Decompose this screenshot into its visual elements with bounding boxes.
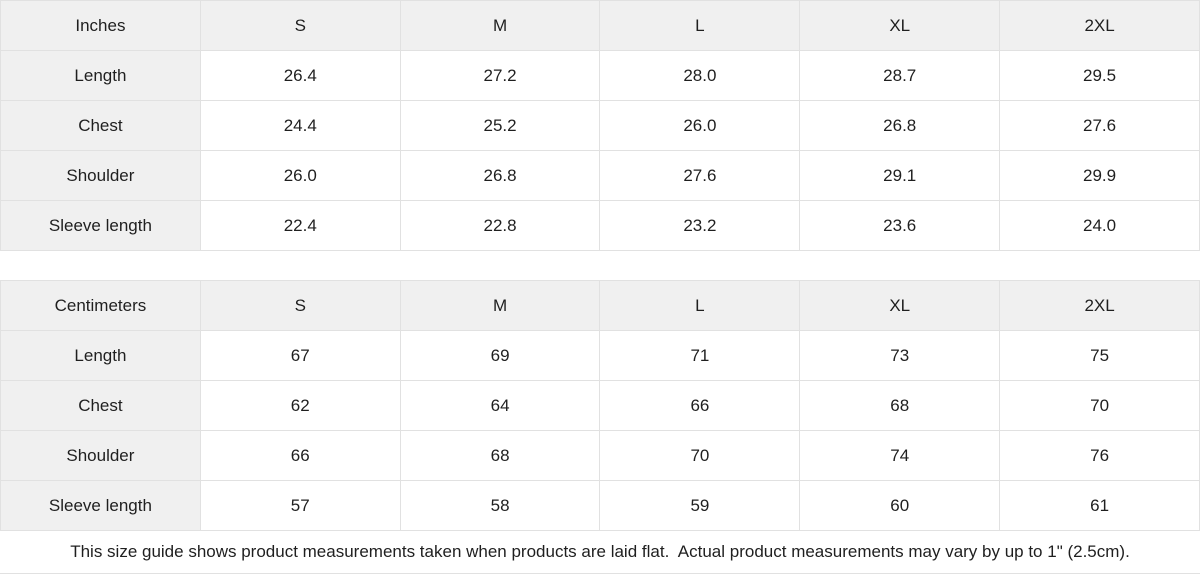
measurement-label-cell: Length — [0, 50, 201, 101]
measurement-value-cell: 60 — [799, 480, 1001, 531]
measurement-value-cell: 26.0 — [199, 150, 401, 201]
size-table-inches: Inches S M L XL 2XL Length 26.4 27.2 28.… — [0, 0, 1200, 251]
measurement-value-cell: 61 — [999, 480, 1200, 531]
size-guide-note: This size guide shows product measuremen… — [0, 531, 1200, 574]
measurement-value-cell: 71 — [599, 330, 801, 381]
size-header-cell-xl: XL — [799, 280, 1001, 331]
measurement-value-cell: 23.2 — [599, 200, 801, 251]
measurement-value-cell: 26.0 — [599, 100, 801, 151]
measurement-value-cell: 75 — [999, 330, 1200, 381]
size-header-cell-2xl: 2XL — [999, 280, 1200, 331]
measurement-value-cell: 24.0 — [999, 200, 1200, 251]
measurement-value-cell: 27.6 — [999, 100, 1200, 151]
measurement-value-cell: 69 — [399, 330, 601, 381]
measurement-label-cell: Sleeve length — [0, 480, 201, 531]
header-row-inches: Inches S M L XL 2XL — [0, 0, 1200, 51]
measurement-value-cell: 23.6 — [799, 200, 1001, 251]
table-row: Chest 24.4 25.2 26.0 26.8 27.6 — [0, 100, 1200, 151]
unit-header-cell: Inches — [0, 0, 201, 51]
measurement-label-cell: Shoulder — [0, 430, 201, 481]
measurement-label-cell: Shoulder — [0, 150, 201, 201]
measurement-value-cell: 28.7 — [799, 50, 1001, 101]
measurement-value-cell: 68 — [399, 430, 601, 481]
measurement-value-cell: 66 — [199, 430, 401, 481]
measurement-value-cell: 70 — [999, 380, 1200, 431]
measurement-value-cell: 74 — [799, 430, 1001, 481]
table-row: Sleeve length 57 58 59 60 61 — [0, 480, 1200, 531]
header-row-centimeters: Centimeters S M L XL 2XL — [0, 280, 1200, 331]
measurement-label-cell: Chest — [0, 100, 201, 151]
measurement-label-cell: Length — [0, 330, 201, 381]
measurement-value-cell: 73 — [799, 330, 1001, 381]
size-header-cell-xl: XL — [799, 0, 1001, 51]
size-table-centimeters: Centimeters S M L XL 2XL Length 67 69 71… — [0, 280, 1200, 531]
table-row: Sleeve length 22.4 22.8 23.2 23.6 24.0 — [0, 200, 1200, 251]
measurement-value-cell: 64 — [399, 380, 601, 431]
table-row: Length 67 69 71 73 75 — [0, 330, 1200, 381]
table-gap — [0, 251, 1200, 280]
measurement-value-cell: 26.8 — [399, 150, 601, 201]
size-header-cell-l: L — [599, 0, 801, 51]
measurement-value-cell: 66 — [599, 380, 801, 431]
measurement-value-cell: 27.6 — [599, 150, 801, 201]
measurement-value-cell: 22.8 — [399, 200, 601, 251]
measurement-value-cell: 22.4 — [199, 200, 401, 251]
measurement-value-cell: 58 — [399, 480, 601, 531]
measurement-value-cell: 24.4 — [199, 100, 401, 151]
size-header-cell-l: L — [599, 280, 801, 331]
table-row: Shoulder 26.0 26.8 27.6 29.1 29.9 — [0, 150, 1200, 201]
size-header-cell-m: M — [399, 280, 601, 331]
measurement-value-cell: 67 — [199, 330, 401, 381]
measurement-value-cell: 26.8 — [799, 100, 1001, 151]
measurement-value-cell: 70 — [599, 430, 801, 481]
table-row: Chest 62 64 66 68 70 — [0, 380, 1200, 431]
measurement-value-cell: 27.2 — [399, 50, 601, 101]
measurement-value-cell: 29.1 — [799, 150, 1001, 201]
measurement-label-cell: Chest — [0, 380, 201, 431]
table-row: Shoulder 66 68 70 74 76 — [0, 430, 1200, 481]
size-header-cell-m: M — [399, 0, 601, 51]
measurement-value-cell: 76 — [999, 430, 1200, 481]
size-header-cell-s: S — [199, 0, 401, 51]
table-row: Length 26.4 27.2 28.0 28.7 29.5 — [0, 50, 1200, 101]
unit-header-cell: Centimeters — [0, 280, 201, 331]
measurement-value-cell: 29.5 — [999, 50, 1200, 101]
measurement-value-cell: 68 — [799, 380, 1001, 431]
measurement-value-cell: 62 — [199, 380, 401, 431]
measurement-value-cell: 25.2 — [399, 100, 601, 151]
measurement-value-cell: 26.4 — [199, 50, 401, 101]
measurement-value-cell: 29.9 — [999, 150, 1200, 201]
size-header-cell-2xl: 2XL — [999, 0, 1200, 51]
measurement-value-cell: 59 — [599, 480, 801, 531]
size-header-cell-s: S — [199, 280, 401, 331]
measurement-label-cell: Sleeve length — [0, 200, 201, 251]
measurement-value-cell: 28.0 — [599, 50, 801, 101]
measurement-value-cell: 57 — [199, 480, 401, 531]
